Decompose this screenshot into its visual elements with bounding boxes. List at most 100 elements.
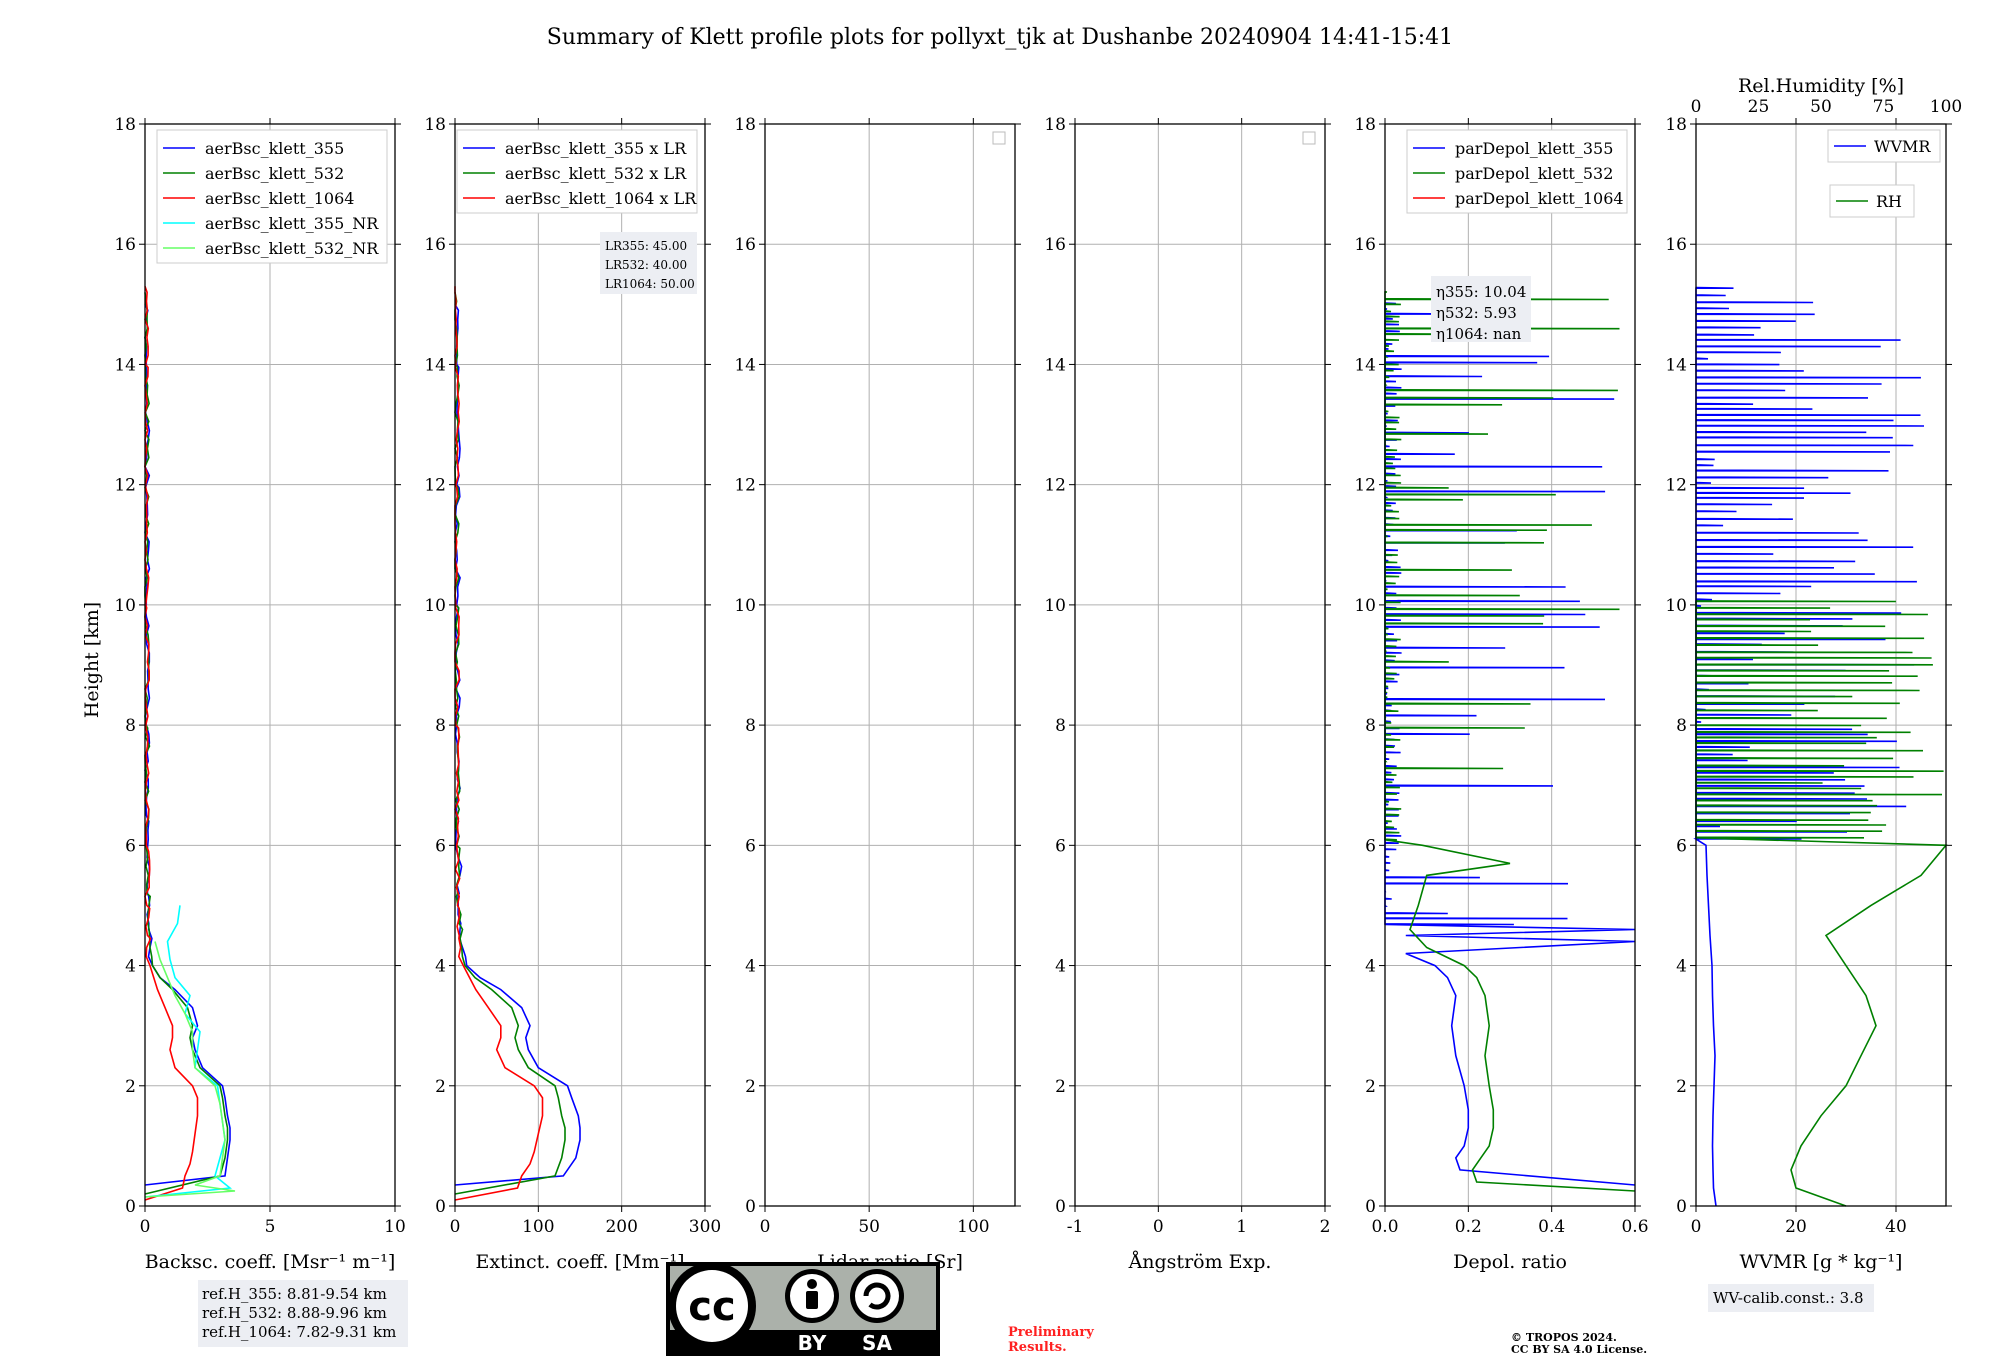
panel-lr: 024681012141618050100Lidar ratio [Sr]: [734, 115, 1021, 1273]
y-tick-label: 16: [1665, 235, 1687, 255]
y-tick-label: 10: [114, 596, 136, 616]
series-line-aerBsc_klett_355_NR: [144, 905, 233, 1198]
axes-frame: [454, 123, 706, 1207]
y-tick-label: 12: [734, 476, 756, 496]
y-tick-label: 0: [125, 1197, 136, 1217]
y-tick-label: 14: [1665, 355, 1687, 375]
axes-frame: [1384, 123, 1636, 1207]
by-label: BY: [798, 1331, 827, 1355]
x-tick-label: 0: [140, 1217, 151, 1237]
empty-legend: [992, 131, 1006, 145]
legend-wvmr: WVMR: [1827, 129, 1941, 163]
series-line-parDepol_klett_532: [1384, 290, 1636, 1192]
legend-rh: RH: [1829, 184, 1915, 218]
copyright-line-2: CC BY SA 4.0 License.: [1511, 1343, 1647, 1356]
legend: parDepol_klett_355 parDepol_klett_532 parD…: [1406, 129, 1628, 214]
axes-frame: [1695, 123, 1947, 1207]
panel-dep: 0 2 4 6 8 10 12 14 16 18 0.0 0.2 0.4 0.6 Depol. ratio p…: [1354, 115, 1648, 1273]
ref-height-1064: ref.H_1064: 7.82-9.31 km: [202, 1323, 396, 1341]
legend-entry: WVMR: [1874, 137, 1931, 156]
x-tick-label: 0: [760, 1217, 771, 1237]
y-tick-label: 14: [424, 355, 446, 375]
empty-legend: [1302, 131, 1316, 145]
y-tick-label: 16: [114, 235, 136, 255]
y-tick-label: 2: [1676, 1077, 1687, 1097]
axes-frame: [144, 123, 396, 1207]
y-tick-label: 8: [1055, 716, 1066, 736]
y-tick-label: 0: [1676, 1197, 1687, 1217]
x-tick-label: 40: [1885, 1217, 1907, 1237]
y-tick-label: 12: [114, 476, 136, 496]
series-line-aerBsc_klett_532_NR: [144, 941, 236, 1198]
ref-height-532: ref.H_532: 8.88-9.96 km: [202, 1304, 387, 1322]
y-tick-label: 12: [1354, 476, 1376, 496]
x-tick-label: 0: [450, 1217, 461, 1237]
y-tick-label: 12: [1665, 476, 1687, 496]
y-tick-label: 12: [424, 476, 446, 496]
y-tick-label: 0: [1055, 1197, 1066, 1217]
depol-annotation: η1064: nan: [1436, 325, 1522, 343]
y-tick-label: 2: [1365, 1077, 1376, 1097]
y-tick-label: 18: [1665, 115, 1687, 135]
y-tick-label: 4: [1365, 957, 1376, 977]
y-tick-label: 6: [1676, 836, 1687, 856]
cc-circle-inner: [676, 1270, 748, 1342]
x-tick-label: 5: [265, 1217, 276, 1237]
wv-calib-bg: [1708, 1284, 1874, 1312]
y-tick-label: 18: [1044, 115, 1066, 135]
y-tick-label: 10: [1354, 596, 1376, 616]
legend-entry: RH: [1876, 192, 1902, 211]
cc-mark: cc: [688, 1284, 735, 1330]
sa-label: SA: [862, 1331, 892, 1355]
ref-heights-box: ref.H_355: 8.81-9.54 km ref.H_532: 8.88-…: [198, 1280, 408, 1347]
y-tick-label: 10: [1044, 596, 1066, 616]
x-tick-label: 0.6: [1621, 1217, 1648, 1237]
panel-bsc: 0 2 4 6 8 10 12 14 16 18 0 5 10 Backsc. coeff. [Msr⁻¹…: [114, 115, 405, 1273]
legend-entry: aerBsc_klett_355 x LR: [505, 139, 687, 158]
x-tick-label: 2: [1320, 1217, 1331, 1237]
y-tick-label: 4: [745, 957, 756, 977]
y-tick-label: 10: [1665, 596, 1687, 616]
x-tick-label: 20: [1785, 1217, 1807, 1237]
x-tick-label: 0.4: [1538, 1217, 1565, 1237]
lr-annotation: LR355: 45.00: [605, 239, 687, 253]
y-tick-label: 2: [1055, 1077, 1066, 1097]
top-x-tick-label: 50: [1810, 97, 1832, 117]
y-tick-label: 16: [424, 235, 446, 255]
series-line-aerBsc_klett_355 x LR: [454, 303, 581, 1186]
x-axis-label: Extinct. coeff. [Mm⁻¹]: [475, 1251, 684, 1273]
series-line-RH: [1695, 600, 1948, 1207]
legend-entry: aerBsc_klett_532_NR: [205, 239, 379, 258]
preliminary-label-1: Preliminary: [1008, 1325, 1094, 1340]
lr-annotation: LR1064: 50.00: [605, 277, 695, 291]
figure-title: Summary of Klett profile plots for polly…: [547, 25, 1453, 50]
y-tick-label: 10: [424, 596, 446, 616]
top-x-tick-label: 100: [1930, 97, 1962, 117]
x-tick-label: 0.0: [1371, 1217, 1398, 1237]
top-x-tick-label: 25: [1748, 97, 1770, 117]
y-tick-label: 6: [1055, 836, 1066, 856]
y-tick-label: 4: [125, 957, 136, 977]
series-line-parDepol_klett_355: [1384, 302, 1636, 1186]
legend-box: [1406, 129, 1628, 214]
y-tick-label: 18: [114, 115, 136, 135]
by-icon-body: [806, 1291, 818, 1309]
sa-icon-inner: [855, 1274, 899, 1318]
y-tick-label: 14: [1044, 355, 1066, 375]
series-line-aerBsc_klett_1064: [144, 286, 199, 1201]
annotation-bg: [1431, 276, 1531, 342]
legend-entry: aerBsc_klett_355: [205, 139, 344, 158]
y-tick-label: 2: [745, 1077, 756, 1097]
y-tick-label: 16: [1044, 235, 1066, 255]
top-x-axis-label: Rel.Humidity [%]: [1738, 75, 1904, 97]
y-tick-label: 6: [125, 836, 136, 856]
top-x-tick-label: 75: [1873, 97, 1895, 117]
legend-box: [456, 129, 698, 214]
by-icon-head: [807, 1279, 817, 1289]
y-tick-label: 14: [1354, 355, 1376, 375]
series-line-WVMR: [1693, 286, 1925, 1207]
annotation-bg: [600, 232, 697, 294]
top-x-tick-label: 0: [1691, 97, 1702, 117]
